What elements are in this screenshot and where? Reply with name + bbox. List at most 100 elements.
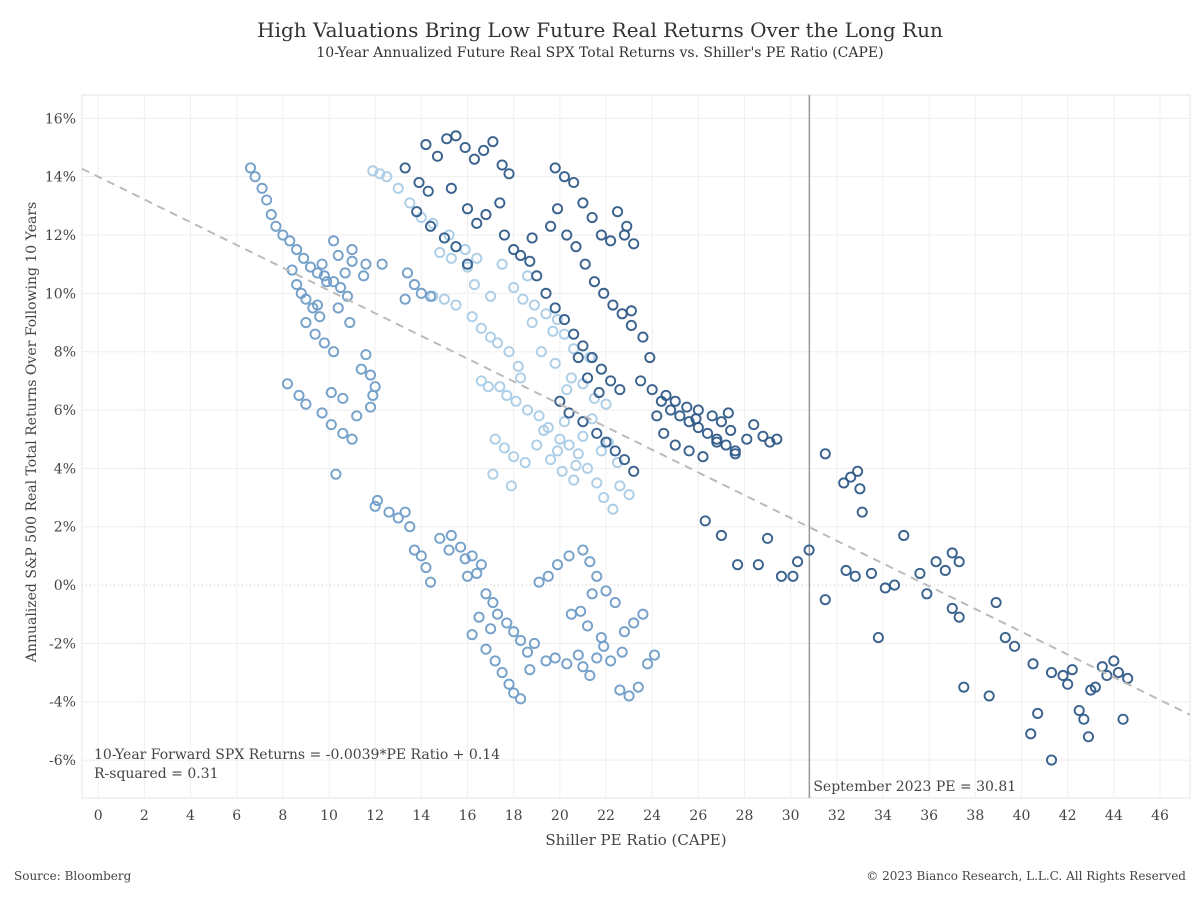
scatter-point	[293, 389, 305, 402]
scatter-point	[540, 287, 552, 299]
scatter-point	[568, 328, 580, 340]
scatter-point	[845, 471, 857, 483]
x-tick-label: 32	[828, 808, 846, 824]
scatter-point	[496, 159, 508, 171]
scatter-point	[551, 445, 564, 457]
scatter-point	[325, 386, 337, 399]
scatter-point	[528, 637, 540, 649]
scatter-point	[565, 372, 577, 384]
scatter-point	[478, 144, 490, 156]
scatter-point	[771, 433, 783, 445]
scatter-point	[570, 459, 582, 472]
reference-line-layer: September 2023 PE = 30.81	[808, 95, 1016, 798]
x-tick-label: 28	[736, 808, 754, 824]
scatter-point	[558, 416, 570, 428]
scatter-point	[485, 290, 497, 302]
scatter-point	[471, 567, 483, 579]
scatter-point	[438, 232, 450, 244]
scatter-point	[635, 375, 647, 387]
scatter-point	[392, 512, 404, 524]
x-tick-label: 0	[94, 808, 103, 824]
scatter-point	[316, 407, 328, 419]
scatter-point	[732, 559, 744, 571]
scatter-point	[531, 439, 543, 451]
scatter-point	[540, 655, 552, 667]
scatter-point	[330, 468, 342, 480]
scatter-point	[521, 270, 534, 282]
scatter-point	[408, 279, 420, 291]
scatter-point	[531, 270, 543, 282]
scatter-point	[856, 506, 868, 518]
scatter-point	[561, 229, 573, 241]
scatter-point	[665, 404, 677, 416]
scatter-point	[316, 258, 328, 270]
scatter-point	[471, 252, 483, 264]
grid-layer	[82, 95, 1190, 798]
scatter-point	[480, 209, 492, 221]
scatter-point	[420, 139, 432, 151]
scatter-point	[561, 658, 573, 670]
scatter-point	[605, 655, 617, 667]
scatter-point	[425, 220, 437, 232]
y-axis-label: Annualized S&P 500 Real Total Returns Ov…	[24, 202, 40, 663]
y-tick-label: -2%	[49, 636, 76, 652]
y-tick-label: 0%	[54, 578, 76, 594]
scatter-point	[879, 582, 891, 594]
scatter-point	[584, 556, 596, 568]
scatter-point	[725, 424, 737, 437]
scatter-point	[261, 194, 273, 206]
scatter-point	[404, 521, 416, 533]
scatter-point	[318, 337, 330, 349]
scatter-point	[461, 203, 474, 215]
scatter-point	[568, 176, 580, 189]
y-tick-label: 8%	[54, 345, 76, 361]
scatter-point	[628, 617, 640, 629]
scatter-point	[415, 550, 427, 562]
scatter-point	[256, 182, 268, 194]
scatter-point	[609, 445, 621, 457]
scatter-point	[581, 462, 594, 474]
scatter-point	[392, 182, 404, 194]
scatter-point	[498, 229, 510, 241]
scatter-point	[577, 430, 589, 442]
scatter-point	[551, 314, 564, 326]
scatter-point	[1045, 754, 1058, 766]
scatter-point	[748, 419, 760, 431]
scatter-point	[270, 220, 282, 232]
scatter-point	[337, 427, 349, 439]
scatter-point	[515, 693, 527, 705]
scatter-point	[501, 389, 513, 402]
scatter-point	[295, 287, 307, 299]
scatter-point	[556, 465, 568, 477]
scatter-point	[480, 643, 492, 655]
y-tick-label: 10%	[45, 286, 76, 302]
scatter-point	[489, 655, 501, 667]
scatter-point	[600, 585, 612, 597]
scatter-point	[411, 206, 423, 218]
scatter-point	[669, 439, 681, 451]
scatter-point	[300, 398, 312, 410]
scatter-point	[503, 168, 515, 180]
scatter-point	[572, 351, 584, 364]
scatter-point	[648, 649, 661, 661]
scatter-point	[468, 279, 480, 291]
scatter-point	[1078, 713, 1090, 725]
scatter-point	[360, 258, 372, 270]
scatter-point	[577, 340, 589, 352]
scatter-point	[586, 588, 598, 600]
scatter-point	[595, 229, 607, 241]
scatter-point	[595, 445, 607, 457]
scatter-point	[346, 433, 358, 445]
scatter-point	[752, 559, 764, 571]
scatter-point	[519, 456, 531, 469]
scatter-point	[494, 381, 506, 393]
scatter-point	[508, 626, 520, 638]
scatter-point	[445, 252, 457, 264]
scatter-point	[441, 133, 453, 145]
scatter-point	[577, 544, 589, 556]
scatter-point	[838, 477, 850, 489]
scatter-point	[697, 451, 709, 463]
scatter-point	[404, 197, 416, 209]
scatter-point	[461, 258, 474, 270]
